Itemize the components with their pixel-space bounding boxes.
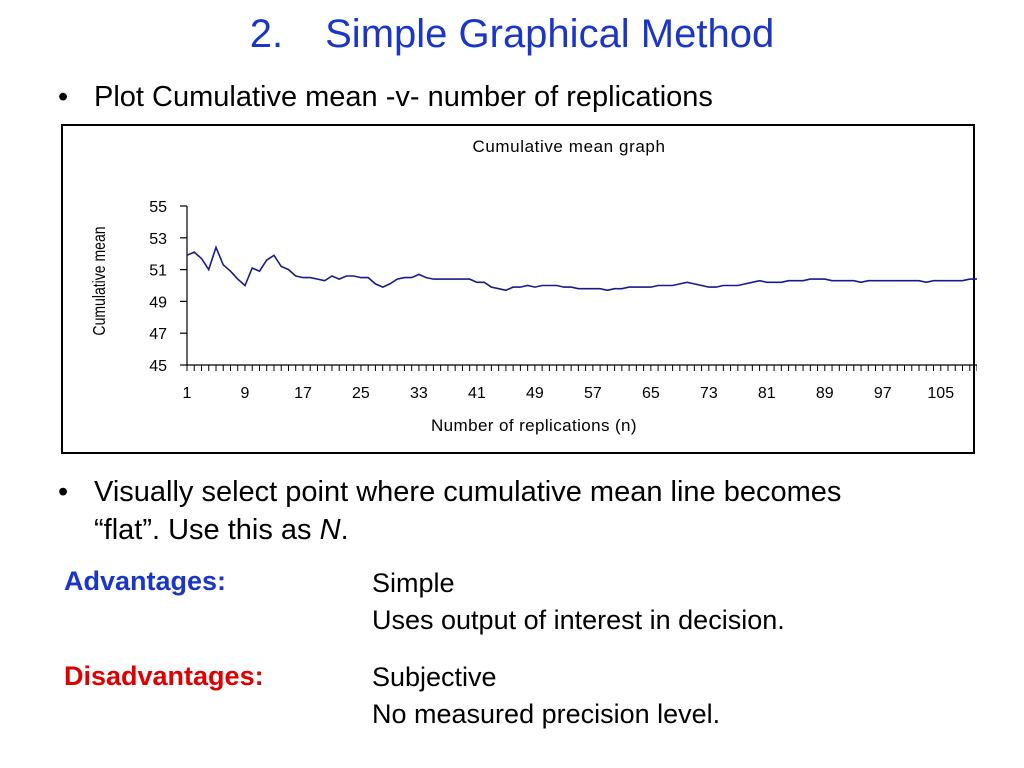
chart-svg: Cumulative mean graph Cumulative mean Nu…: [89, 137, 977, 435]
bullet-line-2-italic: N: [319, 514, 341, 546]
advantage-item: Simple: [372, 568, 455, 598]
x-tick-label: 81: [758, 385, 776, 402]
slide-title: 2. Simple Graphical Method: [0, 12, 1024, 57]
x-tick-label: 33: [410, 385, 428, 402]
disadvantages-label: Disadvantages:: [64, 661, 264, 691]
x-tick-label: 17: [294, 385, 312, 402]
bullet-dot-icon: •: [58, 81, 69, 113]
chart-title: Cumulative mean graph: [472, 137, 665, 156]
x-tick-label: 57: [584, 385, 602, 402]
cumulative-mean-chart: Cumulative mean graph Cumulative mean Nu…: [61, 124, 977, 454]
x-tick-label: 105: [927, 385, 954, 402]
advantage-item: Uses output of interest in decision.: [372, 605, 785, 635]
chart-y-ticks: 45 47 49 51 53 55: [149, 199, 187, 375]
disadvantages-values: Subjective No measured precision level.: [372, 659, 720, 733]
bullet-dot-icon: •: [58, 476, 69, 508]
x-tick-label: 73: [700, 385, 718, 402]
bullet-line-2-suffix: .: [340, 514, 349, 546]
y-tick-label: 49: [149, 294, 167, 311]
bullet-visually-select: • Visually select point where cumulative…: [58, 473, 998, 553]
x-tick-label: 89: [816, 385, 834, 402]
advantages-label: Advantages:: [64, 566, 227, 596]
advantages-values: Simple Uses output of interest in decisi…: [372, 565, 785, 639]
y-tick-label: 47: [149, 326, 167, 343]
title-number: 2.: [249, 12, 284, 56]
title-text: Simple Graphical Method: [325, 12, 775, 56]
chart-y-axis-label: Cumulative mean: [89, 226, 109, 335]
bullet-line-1: Visually select point where cumulative m…: [94, 476, 842, 508]
x-tick-label: 25: [352, 385, 370, 402]
disadvantage-item: No measured precision level.: [372, 699, 721, 729]
y-tick-label: 51: [149, 263, 167, 280]
x-tick-label: 41: [468, 385, 486, 402]
y-tick-label: 45: [149, 358, 167, 375]
x-tick-label: 9: [241, 385, 250, 402]
x-tick-label: 65: [642, 385, 660, 402]
y-tick-label: 55: [149, 199, 167, 216]
bullet-line-2-prefix: “flat”. Use this as: [94, 514, 320, 546]
bullet-text: Visually select point where cumulative m…: [94, 473, 841, 549]
bullet-text: Plot Cumulative mean -v- number of repli…: [94, 81, 713, 113]
chart-x-axis-label: Number of replications (n): [431, 416, 637, 435]
x-tick-label: 49: [526, 385, 544, 402]
chart-axes: [186, 206, 977, 366]
chart-x-ticks: 1 9 17 25 33 41 49 57 65 73 81 89 97 105: [183, 365, 977, 402]
cumulative-mean-series-line: [186, 244, 977, 292]
y-tick-label: 53: [149, 231, 167, 248]
x-tick-label: 1: [183, 385, 192, 402]
bullet-plot-cumulative-mean: • Plot Cumulative mean -v- number of rep…: [58, 78, 958, 118]
x-tick-label: 97: [874, 385, 892, 402]
disadvantage-item: Subjective: [372, 662, 497, 692]
